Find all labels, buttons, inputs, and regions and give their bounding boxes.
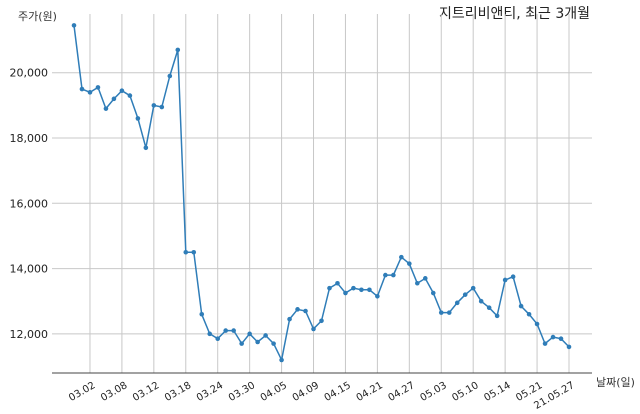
- data-point: [367, 287, 372, 293]
- data-point: [422, 276, 428, 281]
- data-point: [438, 310, 444, 315]
- data-point: [542, 341, 548, 346]
- data-point: [135, 116, 141, 121]
- data-point: [255, 339, 260, 345]
- x-tick-label: 04.09: [291, 380, 321, 404]
- data-point: [143, 145, 149, 151]
- x-tick-label: 04.21: [355, 380, 385, 404]
- data-point: [558, 336, 564, 342]
- data-point: [103, 106, 109, 111]
- data-point: [566, 344, 572, 350]
- price-data-points: [71, 23, 572, 363]
- data-point: [279, 357, 284, 363]
- chart-title: 지트리비앤티, 최근 3개월: [439, 6, 590, 22]
- x-tick-label: 05.14: [482, 380, 512, 404]
- data-point: [207, 331, 213, 337]
- x-tick-label: 03.02: [67, 380, 97, 404]
- x-tick-label: 03.08: [99, 380, 129, 404]
- y-tick-label: 16,000: [10, 197, 49, 210]
- data-point: [351, 285, 356, 291]
- x-tick-label: 04.05: [259, 380, 289, 404]
- data-point: [327, 285, 332, 291]
- data-point: [311, 326, 316, 332]
- data-point: [263, 333, 268, 338]
- data-point: [478, 298, 484, 304]
- data-point: [550, 334, 556, 340]
- data-point: [231, 328, 236, 333]
- data-point: [391, 272, 396, 278]
- data-point: [486, 305, 492, 311]
- x-axis-label: 날짜(일): [596, 375, 635, 389]
- data-point: [502, 277, 508, 283]
- x-tick-label: 03.18: [163, 380, 193, 404]
- data-point: [87, 90, 93, 95]
- data-point: [175, 47, 181, 53]
- data-point: [127, 93, 133, 98]
- data-point: [295, 307, 300, 312]
- data-point: [271, 341, 276, 346]
- x-tick-label: 05.03: [418, 380, 448, 404]
- data-point: [159, 104, 165, 110]
- y-tick-labels: 12,000 14,000 16,000 18,000 20,000: [10, 67, 49, 341]
- data-point: [383, 272, 388, 278]
- data-point: [239, 341, 244, 346]
- data-point: [191, 249, 197, 255]
- data-point: [446, 310, 452, 315]
- data-point: [151, 103, 157, 108]
- data-point: [167, 73, 173, 79]
- data-point: [287, 316, 292, 322]
- data-point: [95, 85, 101, 90]
- x-tick-label: 03.12: [131, 380, 161, 404]
- data-point: [415, 280, 420, 286]
- data-point: [343, 290, 348, 296]
- x-tick-label: 03.30: [227, 380, 257, 404]
- data-point: [247, 331, 252, 337]
- data-point: [454, 300, 460, 306]
- data-point: [183, 249, 189, 255]
- data-point: [71, 23, 77, 28]
- y-axis-label: 주가(원): [18, 10, 57, 23]
- x-tick-labels: 03.02 03.08 03.12 03.18 03.24 03.30 04.05 04.09…: [67, 380, 576, 412]
- data-point: [518, 303, 524, 309]
- data-point: [399, 254, 404, 260]
- x-tick-label: 03.24: [195, 380, 225, 404]
- data-point: [534, 321, 540, 327]
- data-point: [430, 290, 436, 296]
- data-point: [199, 311, 205, 317]
- data-point: [223, 328, 228, 333]
- data-point: [111, 96, 117, 102]
- grid-lines: [52, 14, 592, 373]
- data-point: [359, 287, 364, 293]
- data-point: [494, 313, 500, 319]
- data-point: [470, 285, 476, 291]
- x-tick-label: 05.10: [450, 380, 480, 404]
- y-tick-label: 20,000: [10, 67, 49, 80]
- price-series-line: [73, 25, 570, 363]
- data-point: [119, 88, 125, 93]
- data-point: [79, 86, 85, 92]
- y-tick-label: 18,000: [10, 132, 49, 145]
- data-point: [375, 294, 380, 299]
- data-point: [335, 280, 340, 286]
- y-tick-label: 14,000: [10, 263, 49, 276]
- data-point: [319, 318, 324, 324]
- y-tick-label: 12,000: [10, 328, 49, 341]
- data-point: [407, 261, 412, 266]
- data-point: [510, 274, 516, 280]
- x-tick-label: 04.27: [387, 380, 417, 404]
- data-point: [462, 292, 468, 297]
- x-tick-label: 04.15: [323, 380, 353, 404]
- data-point: [303, 308, 308, 314]
- data-point: [526, 311, 532, 317]
- data-point: [215, 336, 221, 342]
